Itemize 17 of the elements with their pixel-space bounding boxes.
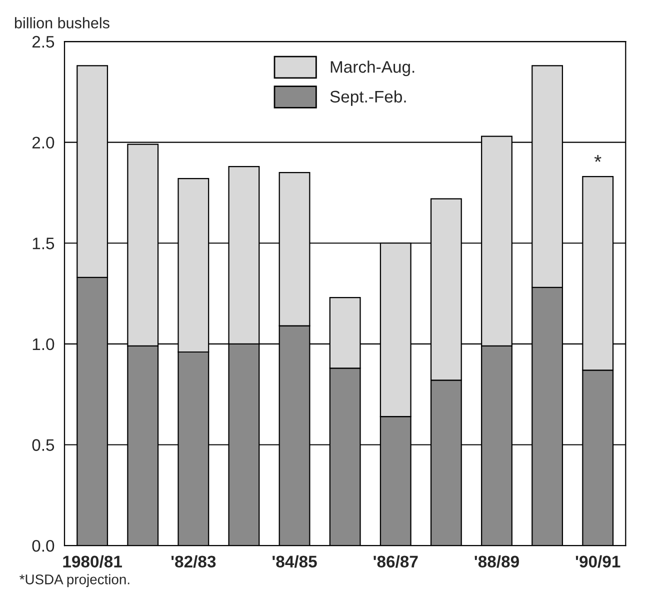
- y-tick-label: 1.5: [32, 238, 54, 250]
- text: *USDA projection.: [20, 574, 130, 588]
- x-tick-label: 1980/81: [63, 555, 122, 568]
- x-tick-label: '84/85: [272, 555, 317, 568]
- legend-label: March-Aug.: [330, 60, 414, 76]
- y-tick-label: 0.0: [32, 540, 54, 552]
- y-axis-title: billion bushels: [14, 17, 110, 28]
- x-tick-label: '88/89: [474, 555, 519, 568]
- x-tick-label: '86/87: [374, 555, 418, 568]
- y-tick-label: 2.0: [32, 136, 54, 149]
- y-tick-label: 1.0: [32, 338, 54, 350]
- y-tick-label: 0.5: [32, 439, 54, 451]
- x-tick-label: '82/83: [171, 555, 216, 568]
- y-tick-label: 2.5: [32, 36, 54, 48]
- legend-label: Sept.-Feb.: [330, 90, 406, 106]
- annotation: *: [594, 155, 602, 162]
- x-tick-label: '90/91: [576, 555, 620, 568]
